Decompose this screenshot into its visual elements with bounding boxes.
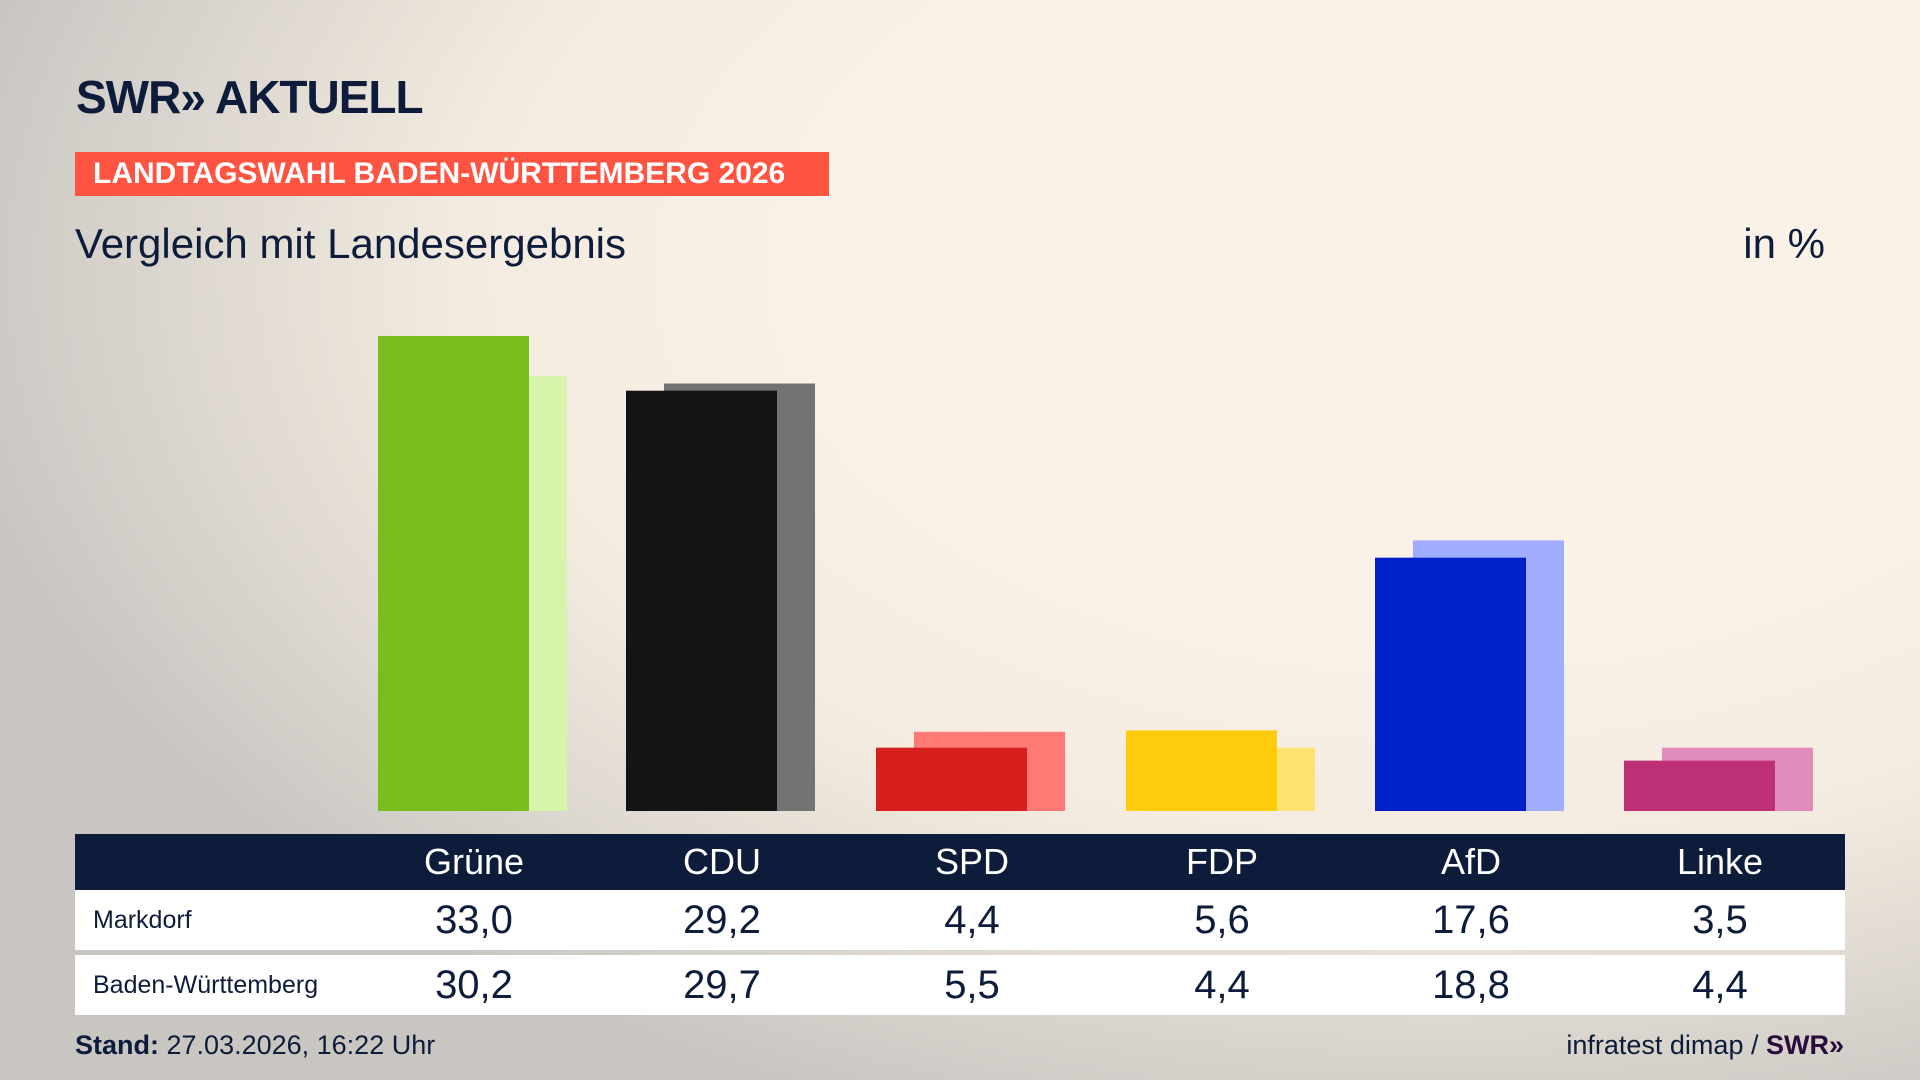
stand-value: 27.03.2026, 16:22 Uhr [166, 1030, 436, 1060]
table-header: Grüne CDU SPD FDP AfD Linke [75, 834, 1845, 890]
table-row: Baden-Württemberg 30,2 29,7 5,5 4,4 18,8 4,4 [75, 955, 1845, 1015]
column-header: AfD [1440, 841, 1501, 882]
bar-markdorf-fdp [1126, 730, 1277, 811]
value-cell: 33,0 [435, 898, 513, 942]
column-header: CDU [683, 841, 761, 882]
value-cell: 4,4 [944, 898, 1000, 942]
swr-aktuell-logo: SWR» AKTUELL [76, 71, 424, 123]
election-banner: LANDTAGSWAHL BADEN-WÜRTTEMBERG 2026 [75, 152, 829, 196]
bar-markdorf-spd [876, 747, 1027, 811]
column-header: SPD [934, 841, 1010, 882]
column-header: Grüne [423, 841, 525, 882]
value-cell: 30,2 [435, 963, 513, 1007]
swr-logo: SWR» [1765, 1030, 1844, 1060]
value-cell: 5,6 [1194, 898, 1250, 942]
bar-markdorf-grüne [378, 336, 529, 811]
value-cell: 4,4 [1692, 963, 1748, 1007]
source: infratest dimap / SWR» [1566, 1030, 1844, 1061]
table-row: Markdorf 33,0 29,2 4,4 5,6 17,6 3,5 [75, 890, 1845, 950]
bar-markdorf-linke [1624, 760, 1775, 811]
value-cell: 4,4 [1194, 963, 1250, 1007]
chart-subtitle: Vergleich mit Landesergebnis [75, 220, 627, 267]
bar-markdorf-cdu [626, 390, 777, 811]
column-header: FDP [1186, 841, 1258, 882]
value-cell: 29,7 [683, 963, 761, 1007]
value-cell: 29,2 [683, 898, 761, 942]
value-cell: 5,5 [944, 963, 1000, 1007]
value-cell: 17,6 [1432, 898, 1510, 942]
value-cell: 3,5 [1692, 898, 1748, 942]
stand-label: Stand: [75, 1030, 159, 1060]
row-label: Baden-Württemberg [93, 971, 319, 999]
column-header: Linke [1676, 841, 1764, 882]
bar-markdorf-afd [1375, 557, 1526, 811]
value-cell: 18,8 [1432, 963, 1510, 1007]
unit-label: in % [1743, 220, 1825, 267]
row-label: Markdorf [93, 906, 192, 934]
source-text: infratest dimap / [1566, 1030, 1759, 1060]
timestamp: Stand: 27.03.2026, 16:22 Uhr [75, 1030, 435, 1061]
